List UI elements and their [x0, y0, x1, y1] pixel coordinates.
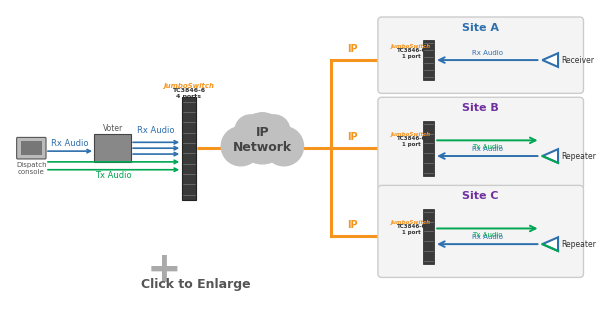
Text: Dispatch
console: Dispatch console — [16, 162, 47, 175]
Text: Rx Audio: Rx Audio — [51, 139, 89, 148]
Circle shape — [259, 115, 290, 146]
Text: Rx Audio: Rx Audio — [472, 234, 503, 240]
FancyBboxPatch shape — [239, 135, 286, 153]
FancyBboxPatch shape — [424, 209, 434, 264]
Text: IP: IP — [347, 132, 358, 142]
Text: IP
Network: IP Network — [233, 126, 292, 154]
Text: Tx Audio: Tx Audio — [472, 232, 503, 238]
Text: Tx Audio: Tx Audio — [472, 144, 503, 150]
Text: Site C: Site C — [463, 191, 499, 201]
Text: Tx Audio: Tx Audio — [95, 171, 132, 180]
Text: Rx Audio: Rx Audio — [472, 146, 503, 152]
Circle shape — [248, 113, 276, 140]
Polygon shape — [542, 237, 558, 251]
FancyBboxPatch shape — [182, 97, 196, 200]
Polygon shape — [542, 149, 558, 163]
Text: JumboSwitch: JumboSwitch — [163, 83, 214, 89]
Text: Site B: Site B — [463, 103, 499, 113]
Text: +: + — [147, 249, 182, 290]
Circle shape — [221, 127, 260, 166]
Polygon shape — [542, 53, 558, 67]
FancyBboxPatch shape — [20, 141, 42, 155]
Text: IP: IP — [347, 44, 358, 54]
Text: JumboSwitch: JumboSwitch — [391, 220, 431, 225]
Circle shape — [265, 127, 304, 166]
FancyBboxPatch shape — [17, 138, 46, 159]
Text: Rx Audio: Rx Audio — [472, 50, 503, 56]
FancyBboxPatch shape — [378, 185, 583, 278]
FancyBboxPatch shape — [94, 134, 131, 162]
Text: Rx Audio: Rx Audio — [137, 126, 175, 135]
Text: JumboSwitch: JumboSwitch — [391, 132, 431, 137]
Text: Repeater: Repeater — [561, 152, 596, 160]
FancyBboxPatch shape — [378, 97, 583, 189]
Text: JumboSwitch: JumboSwitch — [391, 44, 431, 49]
Text: TC3846-6
4 ports: TC3846-6 4 ports — [172, 88, 206, 99]
Text: TC3846-6
1 port: TC3846-6 1 port — [397, 224, 426, 235]
Text: Receiver: Receiver — [561, 56, 594, 65]
FancyBboxPatch shape — [424, 121, 434, 176]
Circle shape — [235, 115, 266, 146]
FancyBboxPatch shape — [378, 17, 583, 93]
Text: Click to Enlarge: Click to Enlarge — [141, 278, 251, 291]
Text: TC3846-6
1 port: TC3846-6 1 port — [397, 136, 426, 147]
Text: IP: IP — [347, 220, 358, 230]
Text: TC3846-6
1 port: TC3846-6 1 port — [397, 48, 426, 59]
Text: Site A: Site A — [462, 23, 499, 33]
Circle shape — [237, 113, 288, 164]
FancyBboxPatch shape — [424, 41, 434, 80]
Text: Repeater: Repeater — [561, 240, 596, 249]
Text: Voter: Voter — [103, 123, 123, 133]
